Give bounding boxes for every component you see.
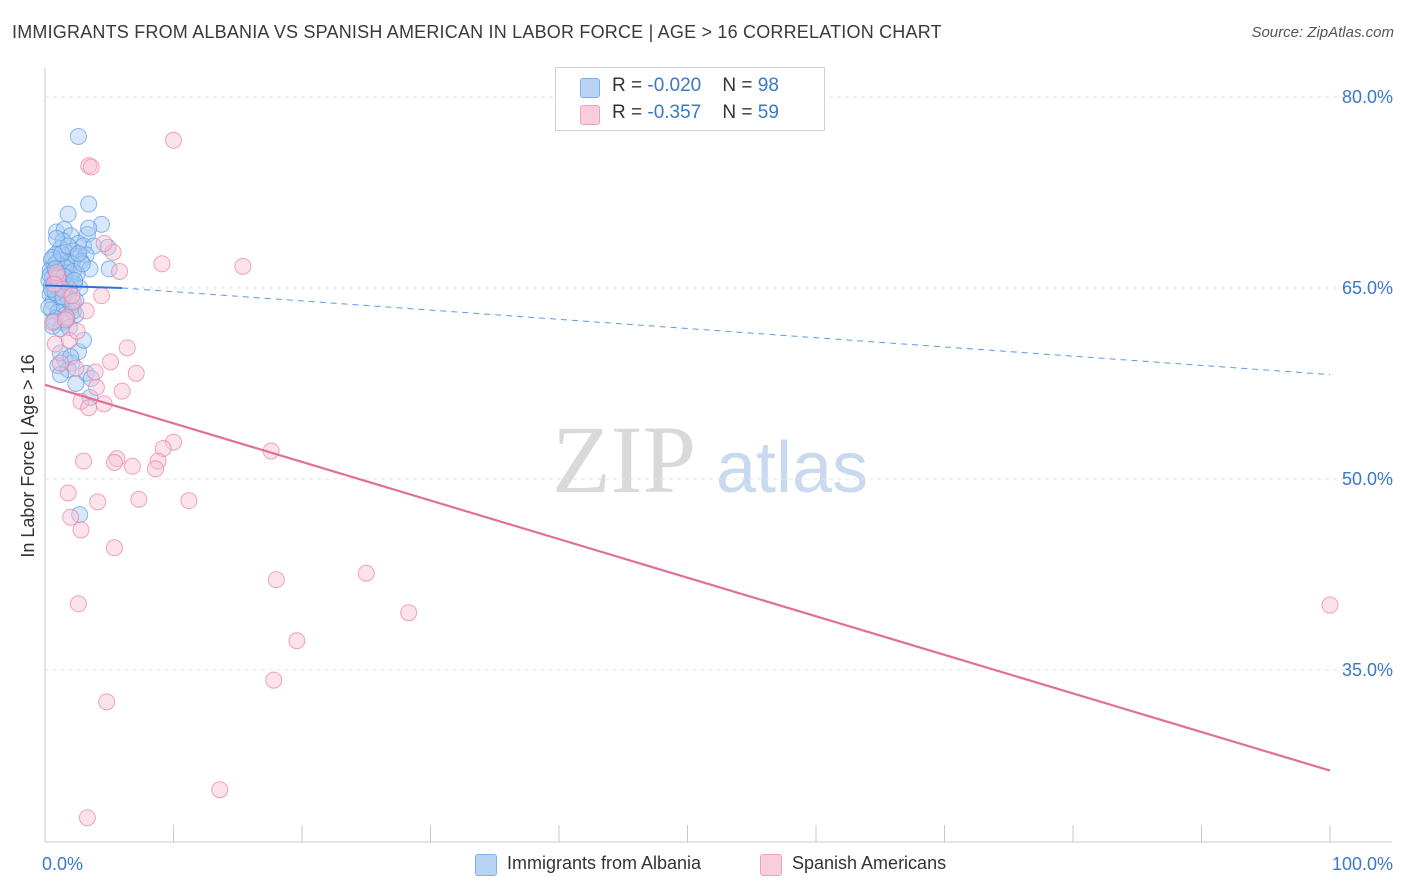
y-tick-label: 35.0% bbox=[1342, 660, 1393, 680]
spanish-point bbox=[147, 460, 165, 478]
series-label-spanish: Spanish Americans bbox=[792, 853, 947, 873]
tick-labels: 80.0% 65.0% 50.0% 35.0% 0.0% 100.0% bbox=[42, 87, 1393, 874]
series-label-albania: Immigrants from Albania bbox=[507, 853, 702, 873]
data-points bbox=[40, 127, 1339, 827]
albania-point bbox=[73, 255, 91, 273]
trend-lines bbox=[44, 284, 1331, 772]
y-tick-label: 65.0% bbox=[1342, 278, 1393, 298]
y-axis-label: In Labor Force | Age > 16 bbox=[18, 354, 38, 557]
watermark-atlas: atlas bbox=[716, 428, 868, 508]
spanish-point bbox=[98, 693, 116, 711]
spanish-point bbox=[153, 255, 171, 273]
legend-swatch-albania bbox=[580, 78, 600, 98]
spanish-point bbox=[59, 484, 77, 502]
spanish-point bbox=[154, 439, 172, 457]
spanish-point bbox=[82, 158, 100, 176]
spanish-point bbox=[180, 492, 198, 510]
spanish-point bbox=[77, 302, 95, 320]
series-swatch-spanish bbox=[760, 854, 782, 876]
legend-n-value: 59 bbox=[757, 102, 779, 123]
spanish-point bbox=[57, 311, 75, 329]
legend-r-value: -0.020 bbox=[647, 75, 702, 96]
spanish-point bbox=[234, 257, 252, 275]
chart-title: IMMIGRANTS FROM ALBANIA VS SPANISH AMERI… bbox=[12, 22, 942, 42]
albania-point bbox=[69, 127, 87, 145]
legend-swatch-spanish bbox=[580, 105, 600, 125]
correlation-legend: R = -0.020 N = 98 R = -0.357 N = 59 bbox=[555, 67, 825, 131]
albania-point bbox=[80, 195, 98, 213]
spanish-point bbox=[127, 364, 145, 382]
albania-point bbox=[75, 331, 93, 349]
spanish-point bbox=[105, 539, 123, 557]
albania-point bbox=[77, 364, 95, 382]
spanish-point bbox=[102, 353, 120, 371]
albania-point bbox=[51, 344, 69, 362]
spanish-point bbox=[211, 781, 229, 799]
albania-point bbox=[100, 260, 118, 278]
albania-point bbox=[67, 375, 85, 392]
axes bbox=[44, 68, 1392, 843]
gridlines bbox=[45, 96, 1392, 671]
spanish-point bbox=[46, 335, 64, 353]
legend-r-label: R = bbox=[612, 102, 648, 123]
legend-n-value: 98 bbox=[757, 75, 779, 96]
albania-trend-dashed bbox=[122, 287, 1331, 376]
spanish-point bbox=[265, 671, 283, 689]
spanish-point bbox=[87, 378, 105, 396]
zipatlas-watermark: ZIP atlas bbox=[552, 406, 868, 513]
albania-trend-solid bbox=[44, 284, 123, 289]
spanish-point bbox=[1321, 596, 1339, 614]
legend-n-label: N = bbox=[722, 102, 758, 123]
x-tick-label: 0.0% bbox=[42, 854, 83, 874]
spanish-point bbox=[165, 433, 182, 451]
y-tick-label: 80.0% bbox=[1342, 87, 1393, 107]
x-tick-label: 100.0% bbox=[1332, 854, 1393, 874]
spanish-point bbox=[105, 453, 123, 471]
albania-point bbox=[69, 245, 87, 263]
spanish-point bbox=[45, 275, 63, 293]
spanish-point bbox=[118, 339, 136, 357]
spanish-point bbox=[68, 322, 86, 340]
spanish-point bbox=[357, 564, 375, 582]
spanish-point bbox=[64, 293, 82, 311]
albania-point bbox=[59, 205, 77, 223]
spanish-point bbox=[69, 595, 87, 613]
watermark-zip: ZIP bbox=[552, 406, 696, 513]
spanish-point bbox=[104, 243, 122, 261]
spanish-point bbox=[67, 359, 85, 377]
source-label: Source: ZipAtlas.com bbox=[1251, 24, 1394, 41]
spanish-point bbox=[80, 399, 98, 417]
spanish-point bbox=[113, 382, 131, 400]
spanish-point bbox=[93, 287, 111, 305]
spanish-point bbox=[86, 363, 104, 381]
spanish-point bbox=[111, 262, 129, 280]
spanish-point bbox=[89, 493, 107, 511]
spanish-point bbox=[51, 354, 69, 372]
legend-r-label: R = bbox=[612, 75, 648, 96]
albania-point bbox=[60, 318, 78, 336]
spanish-point bbox=[78, 809, 96, 827]
albania-point bbox=[80, 219, 98, 237]
spanish-point bbox=[165, 131, 182, 149]
spanish-point bbox=[95, 234, 113, 252]
y-tick-label: 50.0% bbox=[1342, 469, 1393, 489]
spanish-point bbox=[72, 521, 90, 539]
spanish-point bbox=[123, 457, 141, 475]
spanish-point bbox=[267, 571, 285, 589]
legend-n-label: N = bbox=[722, 75, 758, 96]
spanish-trend-solid bbox=[44, 383, 1331, 772]
spanish-point bbox=[75, 452, 93, 470]
spanish-point bbox=[44, 313, 62, 331]
albania-point bbox=[93, 215, 111, 233]
spanish-point bbox=[288, 632, 306, 650]
spanish-point bbox=[62, 508, 80, 526]
spanish-point bbox=[130, 490, 148, 508]
series-swatch-albania bbox=[475, 854, 497, 876]
spanish-point bbox=[63, 287, 81, 305]
legend-r-value: -0.357 bbox=[647, 102, 702, 123]
spanish-point bbox=[400, 604, 418, 622]
